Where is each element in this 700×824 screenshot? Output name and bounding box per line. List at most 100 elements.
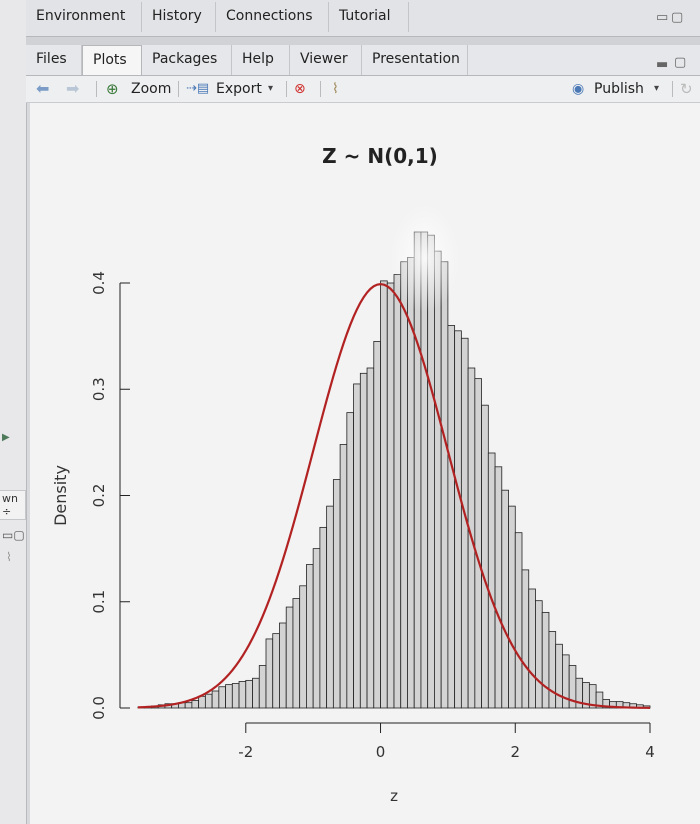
histogram-bar — [211, 690, 220, 709]
x-tick-label: -2 — [238, 743, 253, 761]
histogram-bar — [245, 679, 253, 709]
histogram-bar — [299, 585, 307, 709]
histogram-bar — [393, 274, 402, 709]
histogram-bar — [306, 564, 314, 709]
y-tick-label: 0.0 — [90, 696, 108, 720]
histogram-bar — [386, 282, 395, 709]
pane-window-icon[interactable]: ▭▢ — [2, 528, 25, 542]
histogram-bar — [413, 231, 422, 709]
histogram-bar — [487, 452, 496, 709]
sub-tab-bar: Files Plots Packages Help Viewer Present… — [26, 45, 700, 76]
histogram-bar — [420, 231, 429, 709]
left-dropdown[interactable]: wn ÷ — [0, 490, 26, 520]
histogram-bar — [346, 412, 354, 709]
histogram-bar — [312, 548, 321, 709]
histogram-bar — [198, 695, 206, 709]
publish-icon[interactable]: ◉ — [572, 81, 585, 97]
histogram-bar — [521, 569, 530, 709]
tab-viewer[interactable]: Viewer — [290, 45, 362, 75]
top-tab-bar: Environment History Connections Tutorial… — [26, 0, 700, 37]
toolbar-separator — [286, 81, 287, 97]
histogram-bar — [353, 383, 361, 709]
histogram-bar — [191, 700, 200, 709]
histogram-bar — [339, 444, 348, 709]
histogram-bar — [427, 234, 435, 709]
left-pane-strip: ▶ wn ÷ ▭▢ ⌇ — [0, 0, 27, 824]
pane-divider[interactable] — [26, 37, 700, 45]
toolbar-separator — [178, 81, 179, 97]
histogram-bar — [447, 325, 456, 709]
broom-icon-left[interactable]: ⌇ — [6, 550, 12, 564]
toolbar-separator — [96, 81, 97, 97]
tab-files[interactable]: Files — [26, 45, 82, 75]
zoom-icon[interactable]: ⊕ — [106, 80, 119, 98]
histogram-bar — [252, 677, 260, 709]
histogram-bar — [454, 330, 462, 709]
back-arrow-icon[interactable]: ⬅ — [36, 79, 50, 98]
histogram-bar — [535, 600, 543, 709]
maximize-icon-2[interactable]: ▢ — [674, 55, 686, 70]
plots-toolbar: ⬅ ➡ ⊕ Zoom ⇢▤ Export ▾ ⊗ ⌇ ◉ Publish ▾ ↻ — [26, 76, 700, 103]
tab-history[interactable]: History — [142, 2, 216, 32]
histogram-bar — [440, 261, 449, 709]
refresh-icon[interactable]: ↻ — [680, 80, 693, 98]
export-dropdown-icon[interactable]: ▾ — [268, 83, 274, 94]
histogram-bar — [400, 261, 408, 709]
y-tick-label: 0.3 — [90, 377, 108, 401]
maximize-icon[interactable]: ▢ — [671, 10, 683, 25]
tab-environment[interactable]: Environment — [26, 2, 142, 32]
left-dropdown-text: wn — [2, 492, 18, 505]
publish-button[interactable]: Publish — [594, 81, 644, 97]
histogram-bar — [508, 505, 516, 709]
tab-plots[interactable]: Plots — [82, 45, 142, 75]
tab-connections[interactable]: Connections — [216, 2, 329, 32]
export-icon[interactable]: ⇢▤ — [186, 81, 210, 96]
histogram-bar — [184, 702, 193, 709]
tab-help[interactable]: Help — [232, 45, 290, 75]
zoom-button[interactable]: Zoom — [131, 81, 172, 97]
histogram-bar — [332, 479, 341, 709]
histogram-bar — [272, 633, 280, 709]
expand-arrow-icon[interactable]: ▶ — [2, 432, 10, 443]
y-tick-label: 0.2 — [90, 484, 108, 508]
histogram-bar — [474, 378, 482, 709]
histogram-bar — [231, 683, 240, 709]
histogram-bar — [555, 643, 563, 709]
histogram-bar — [514, 532, 523, 709]
histogram-bar — [292, 598, 301, 709]
y-tick-label: 0.1 — [90, 590, 108, 614]
histogram-bar — [285, 606, 294, 709]
histogram-bar — [258, 665, 267, 709]
minimize-icon-2[interactable]: ▬ — [656, 57, 668, 72]
histogram-bar — [279, 622, 287, 709]
tab-packages[interactable]: Packages — [142, 45, 232, 75]
histogram-bar — [204, 693, 213, 709]
histogram-bar — [265, 638, 274, 709]
y-tick-label: 0.4 — [90, 271, 108, 295]
export-button[interactable]: Export — [216, 81, 262, 97]
toolbar-separator — [672, 81, 673, 97]
histogram-bar — [218, 686, 226, 709]
forward-arrow-icon[interactable]: ➡ — [66, 79, 80, 98]
tab-presentation[interactable]: Presentation — [362, 45, 468, 75]
histogram-bar — [319, 526, 328, 709]
broom-icon[interactable]: ⌇ — [332, 81, 339, 97]
chart-title: Z ~ N(0,1) — [322, 144, 438, 168]
histogram-chart: 0.0 0.1 0.2 0.3 0.4 -2 0 2 4 z Density Z ~ N(0,1) — [51, 144, 655, 805]
minimize-icon[interactable]: ▭ — [656, 10, 668, 25]
histogram-bar — [494, 466, 503, 709]
histogram-bar — [481, 404, 489, 709]
histogram-bar — [541, 611, 550, 709]
histogram-bar — [380, 280, 388, 709]
tab-tutorial[interactable]: Tutorial — [329, 2, 409, 32]
histogram-bar — [434, 250, 442, 709]
histogram-bar — [326, 505, 334, 709]
y-axis-label: Density — [51, 465, 70, 526]
toolbar-separator — [320, 81, 321, 97]
histogram-bar — [238, 681, 247, 709]
remove-plot-icon[interactable]: ⊗ — [294, 81, 306, 97]
histogram-bar — [373, 341, 381, 709]
publish-dropdown-icon[interactable]: ▾ — [654, 83, 660, 94]
x-axis-label: z — [390, 787, 398, 805]
x-tick-label: 2 — [510, 743, 520, 761]
